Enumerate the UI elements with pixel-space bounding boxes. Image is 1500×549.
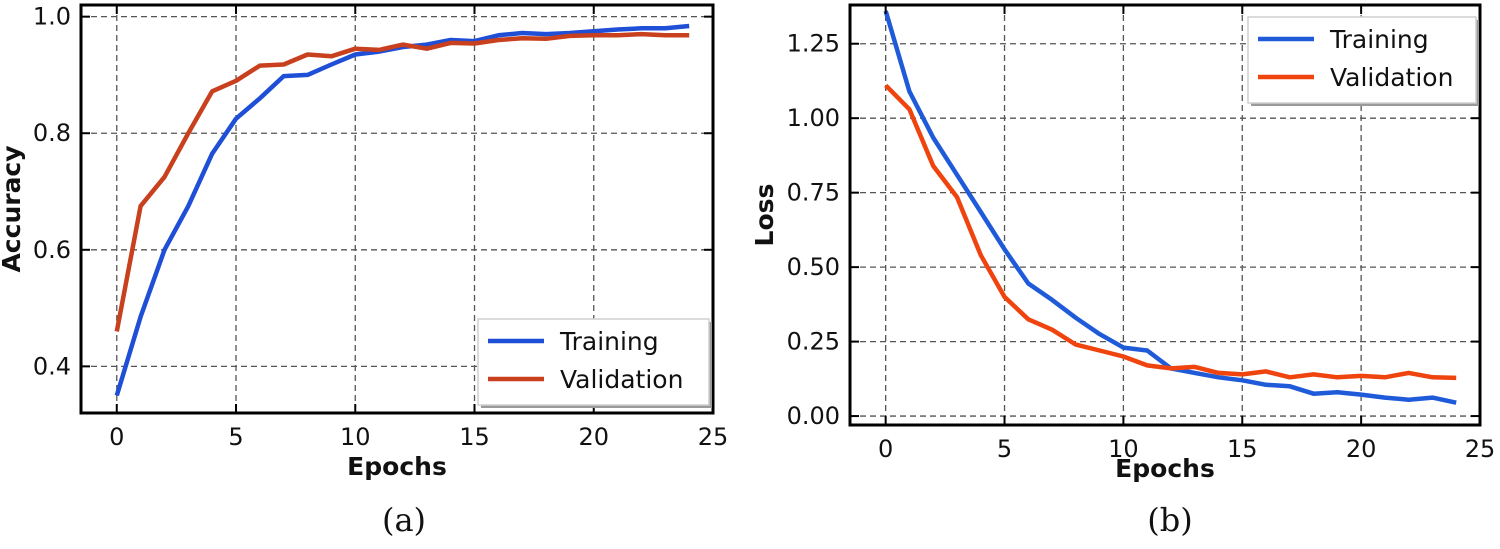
- panel-caption: (b): [1147, 501, 1192, 539]
- x-tick-label: 0: [109, 423, 124, 451]
- legend-label-training: Training: [559, 327, 659, 356]
- y-tick-label: 1.25: [787, 30, 840, 58]
- x-tick-label: 5: [997, 435, 1012, 463]
- y-tick-label: 0.8: [33, 119, 71, 147]
- axes-frame: [848, 3, 1482, 427]
- x-tick-label: 15: [1227, 435, 1258, 463]
- series-line-training: [114, 23, 690, 397]
- legend-label-validation: Validation: [560, 365, 683, 394]
- y-tick-label: 0.6: [33, 236, 71, 264]
- x-tick-label: 20: [578, 423, 609, 451]
- x-tick-label: 20: [1346, 435, 1377, 463]
- y-tick-label: 1.0: [33, 3, 71, 31]
- x-tick-label: 0: [878, 435, 893, 463]
- x-axis-label: Epochs: [347, 452, 447, 481]
- series-line-validation: [884, 83, 1457, 381]
- y-tick-label: 0.25: [787, 328, 840, 356]
- x-tick-label: 25: [698, 423, 729, 451]
- x-tick-label: 25: [1465, 435, 1496, 463]
- legend: Training Validation: [1247, 16, 1479, 106]
- legend-label-validation: Validation: [1330, 63, 1453, 92]
- x-tick-label: 10: [340, 423, 371, 451]
- chart-panel-b: 0 5 10 15 20 25 0.00 0.25 0.50 0.75 1.00 1.25 Epochs…: [750, 3, 1496, 539]
- legend: Training Validation: [477, 318, 712, 408]
- chart-panel-a: 0 5 10 15 20 25 0.4 0.6 0.8 1.0 Epochs Accuracy Trai…: [0, 3, 728, 539]
- y-tick-label: 0.75: [787, 179, 840, 207]
- y-tick-label: 1.00: [787, 104, 840, 132]
- y-tick-label: 0.50: [787, 253, 840, 281]
- y-axis-label: Loss: [750, 184, 779, 247]
- axes-frame: [79, 3, 715, 415]
- series-line-validation: [114, 31, 690, 332]
- x-tick-label: 10: [1108, 435, 1139, 463]
- y-tick-label: 0.00: [787, 402, 840, 430]
- x-tick-label: 5: [228, 423, 243, 451]
- legend-label-training: Training: [1329, 25, 1429, 54]
- y-tick-label: 0.4: [33, 352, 71, 380]
- y-axis-label: Accuracy: [0, 145, 26, 272]
- panel-caption: (a): [382, 501, 426, 539]
- legend-box: [477, 318, 710, 406]
- legend-box: [1247, 16, 1477, 104]
- x-axis-label: Epochs: [1115, 454, 1215, 483]
- x-tick-label: 15: [459, 423, 490, 451]
